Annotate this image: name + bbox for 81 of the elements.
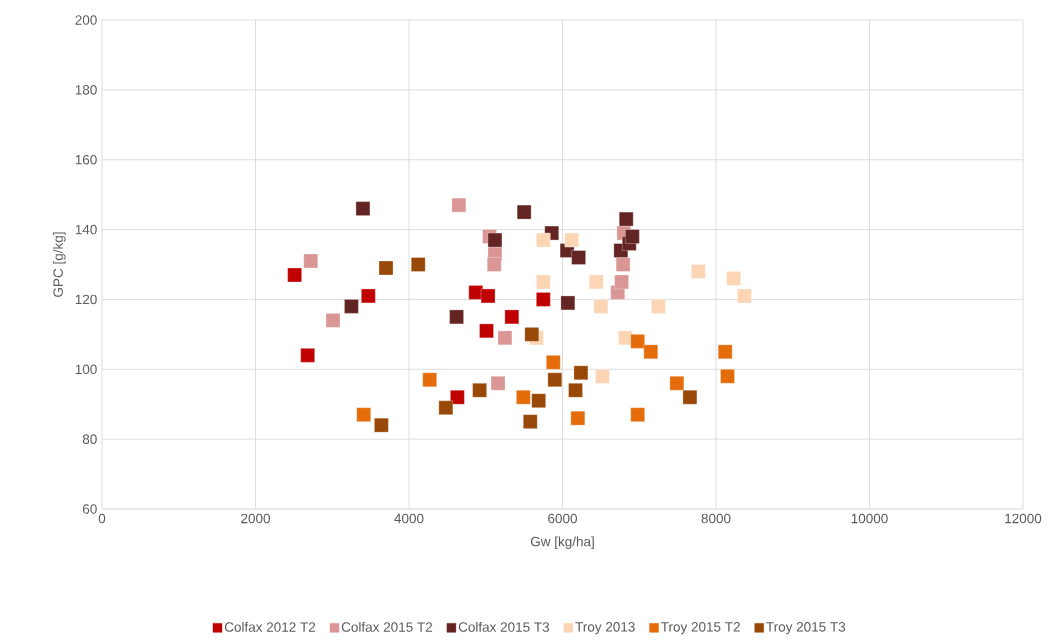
point [595,369,610,384]
point [720,369,735,384]
point [737,288,752,304]
point [589,274,604,290]
point [356,407,371,422]
point [287,267,302,283]
point [411,257,426,272]
point [516,204,532,220]
legend-label: Troy 2015 T2 [661,622,740,635]
y-tick-label: 100 [75,364,97,375]
point [479,323,494,339]
y-tick-label: 120 [75,294,97,305]
point [547,372,562,387]
point [536,232,551,248]
point [523,414,538,429]
point [691,264,706,279]
point [546,355,561,370]
point [374,418,389,433]
point [669,376,685,391]
point [355,201,371,216]
point [487,232,503,248]
point [570,411,585,426]
point [560,295,576,311]
point [568,383,583,398]
point [630,407,645,422]
point [487,257,502,272]
legend-label: Colfax 2012 T2 [224,621,316,632]
point [615,257,631,272]
point [516,390,531,405]
point [497,330,513,345]
x-tick-label: 10000 [851,513,888,524]
x-tick-label: 12000 [1005,513,1042,524]
point [504,309,519,325]
legend-label: Troy 2013 [575,622,635,635]
point [438,400,453,415]
x-tick-label: 4000 [394,513,424,524]
point [531,393,546,408]
y-tick-label: 80 [82,434,97,444]
point [449,309,464,325]
point [451,197,467,213]
point [300,348,315,363]
legend-label: Troy 2015 T3 [766,622,846,635]
point [344,299,359,314]
point [571,250,586,265]
point [303,253,318,269]
point [490,376,506,391]
point [651,299,666,314]
x-tick-label: 8000 [701,513,731,524]
point [564,232,579,248]
point [524,327,539,342]
point [480,288,496,304]
legend-label: Colfax 2015 T2 [341,621,433,632]
point [450,390,465,405]
point [422,372,437,387]
point [361,288,376,304]
point [536,274,551,290]
point [536,292,551,307]
point [472,383,487,398]
point [643,344,658,359]
y-axis-title: GPC [g/kg] [52,232,66,297]
x-tick-label: 0 [98,513,106,524]
point [682,390,698,405]
point [593,299,609,314]
point [718,344,733,359]
x-tick-label: 6000 [548,513,577,524]
y-tick-label: 140 [75,224,97,235]
point [619,211,634,227]
point [325,313,341,328]
legend-label: Colfax 2015 T3 [458,621,550,632]
point [726,271,741,286]
point [573,365,589,380]
y-tick-label: 60 [82,504,97,514]
x-axis-title: Gw [kg/ha] [530,536,594,550]
point [378,260,394,276]
y-tick-label: 200 [75,15,97,25]
point [614,274,629,290]
point [625,229,640,244]
point [630,334,645,349]
y-tick-label: 180 [75,85,97,95]
y-tick-label: 160 [75,154,97,165]
x-tick-label: 2000 [241,513,270,524]
